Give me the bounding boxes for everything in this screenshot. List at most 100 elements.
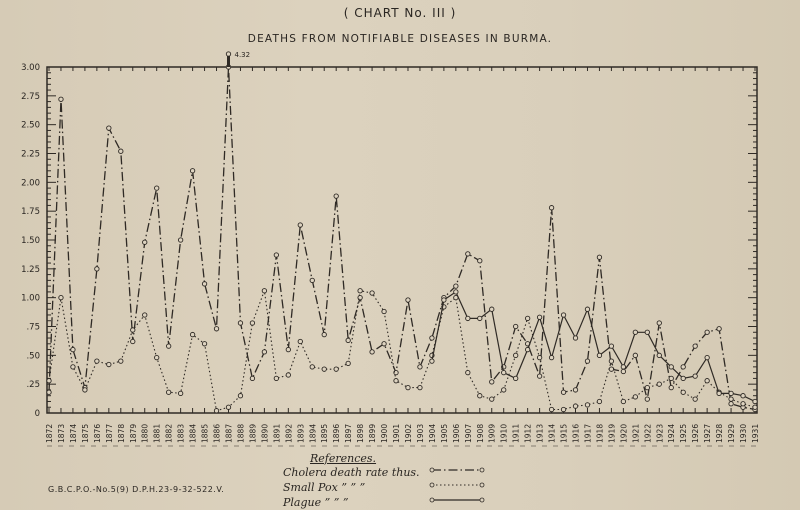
- data-point: [584, 358, 591, 364]
- data-point: [393, 378, 399, 384]
- data-point: [465, 251, 471, 257]
- x-tick-label: 1912: [524, 424, 533, 443]
- data-point: [154, 185, 160, 191]
- x-tick-label: 1903: [416, 424, 425, 443]
- x-tick-label: 1872: [45, 424, 54, 443]
- x-tick-label: 1926: [691, 424, 700, 443]
- data-point: [536, 354, 543, 361]
- data-point: [213, 408, 220, 414]
- y-tick-label: .75: [26, 323, 40, 333]
- x-tick-label: 1917: [583, 424, 592, 443]
- data-point: [130, 327, 136, 333]
- data-point: [632, 352, 638, 358]
- data-point: [429, 335, 435, 341]
- data-point: [692, 343, 698, 349]
- data-point: [728, 401, 734, 407]
- y-tick-label: 1.50: [21, 236, 40, 246]
- x-tick-label: 1918: [595, 424, 604, 443]
- data-point: [381, 341, 387, 347]
- data-point: [70, 346, 76, 353]
- x-tick-label: 1909: [488, 424, 497, 443]
- data-point: [369, 349, 375, 355]
- data-point: [70, 364, 76, 370]
- y-tick-label: 3.00: [21, 63, 40, 73]
- data-point: [560, 406, 567, 413]
- data-point: [704, 329, 710, 335]
- data-point: [632, 394, 638, 400]
- x-tick-label: 1929: [727, 424, 736, 443]
- x-tick-label: 1925: [679, 424, 688, 443]
- data-point: [560, 312, 567, 318]
- x-tick-label: 1905: [440, 424, 449, 443]
- y-tick-label: 2.50: [21, 121, 40, 131]
- x-tick-label: 1928: [715, 424, 724, 443]
- data-point: [213, 326, 220, 332]
- data-point: [608, 366, 615, 372]
- data-point: [46, 378, 52, 384]
- data-point: [632, 329, 638, 335]
- data-point: [644, 396, 650, 402]
- x-tick-label: 1908: [476, 424, 485, 443]
- y-tick-label: 0: [35, 409, 40, 419]
- x-tick-label: 1892: [284, 424, 293, 443]
- legend-marker: [429, 467, 435, 473]
- x-tick-label: 1876: [93, 424, 102, 443]
- data-point: [692, 373, 698, 379]
- data-point: [477, 393, 483, 399]
- data-point: [285, 372, 291, 378]
- data-point: [106, 125, 112, 131]
- data-point: [596, 352, 603, 358]
- data-point: [608, 358, 615, 364]
- data-point: [644, 384, 650, 391]
- data-point: [345, 337, 351, 343]
- legend-marker: [429, 482, 435, 488]
- x-tick-label: 1899: [368, 424, 377, 443]
- peak-label: 4.32: [234, 51, 250, 59]
- data-point: [225, 404, 232, 410]
- x-tick-label: 1897: [344, 424, 353, 443]
- x-tick-label: 1913: [536, 424, 545, 443]
- data-point: [572, 335, 579, 341]
- data-point: [620, 364, 627, 370]
- x-tick-label: 1878: [117, 424, 126, 443]
- x-tick-label: 1894: [308, 424, 317, 443]
- data-point: [118, 358, 124, 364]
- x-tick-label: 1896: [332, 424, 341, 443]
- data-point: [261, 349, 268, 355]
- data-point: [536, 373, 543, 379]
- data-point: [94, 358, 100, 364]
- data-point: [704, 354, 710, 361]
- legend-plague: Plague ” ” ”: [283, 496, 349, 509]
- x-tick-label: 1884: [189, 424, 198, 443]
- data-point: [548, 406, 555, 413]
- data-point: [716, 326, 722, 332]
- data-point: [680, 364, 686, 370]
- data-point: [728, 390, 734, 397]
- data-point: [321, 366, 327, 372]
- x-tick-label: 1910: [500, 424, 509, 443]
- x-tick-label: 1887: [224, 424, 233, 443]
- x-tick-label: 1877: [105, 424, 114, 443]
- data-point: [548, 205, 555, 211]
- data-point: [82, 387, 88, 393]
- legend-marker: [479, 482, 485, 488]
- data-point: [405, 384, 411, 391]
- data-point: [752, 404, 758, 410]
- data-point: [513, 375, 519, 382]
- data-point: [94, 266, 100, 272]
- data-point: [513, 323, 519, 330]
- x-tick-label: 1927: [703, 424, 712, 443]
- x-tick-label: 1873: [57, 424, 66, 443]
- data-point: [620, 368, 627, 375]
- x-tick-label: 1924: [667, 424, 676, 443]
- data-point: [596, 254, 603, 260]
- data-point: [429, 358, 435, 364]
- data-point: [357, 288, 363, 294]
- data-point: [177, 390, 184, 397]
- data-point: [489, 396, 495, 402]
- data-point: [656, 320, 662, 326]
- x-tick-label: 1875: [81, 424, 90, 443]
- data-point: [189, 331, 196, 338]
- plot-frame: [46, 66, 758, 414]
- x-tick-label: 1895: [320, 424, 329, 443]
